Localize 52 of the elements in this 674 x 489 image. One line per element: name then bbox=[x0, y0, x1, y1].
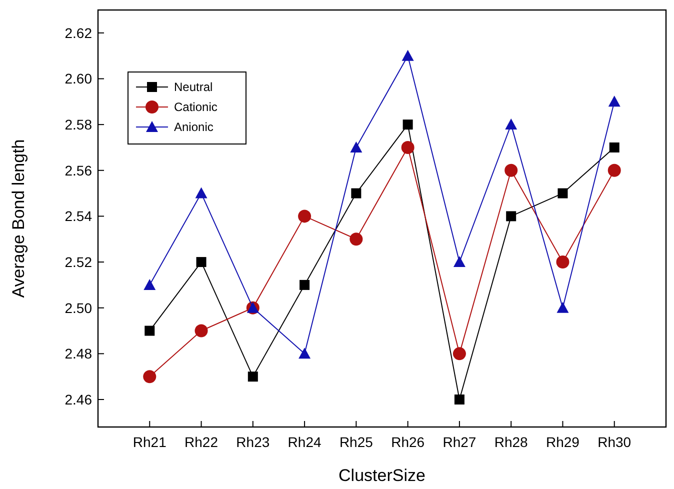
point bbox=[505, 118, 518, 130]
legend-label: Anionic bbox=[174, 120, 214, 134]
point bbox=[144, 278, 156, 290]
point bbox=[402, 50, 414, 61]
y-tick-label: 2.56 bbox=[64, 162, 92, 178]
x-tick-label: Rh28 bbox=[494, 434, 528, 450]
point bbox=[401, 140, 414, 154]
y-tick-label: 2.46 bbox=[64, 391, 92, 408]
point bbox=[608, 164, 621, 177]
point bbox=[351, 188, 362, 198]
point bbox=[609, 142, 620, 152]
point bbox=[504, 164, 518, 177]
x-tick-label: Rh30 bbox=[598, 434, 632, 450]
point bbox=[608, 96, 620, 107]
point bbox=[402, 120, 413, 130]
x-axis-title: ClusterSize bbox=[338, 466, 426, 485]
y-tick-label: 2.60 bbox=[64, 70, 92, 87]
point bbox=[195, 187, 208, 198]
x-tick-label: Rh24 bbox=[288, 434, 322, 450]
point bbox=[248, 372, 258, 382]
y-tick-label: 2.52 bbox=[64, 254, 92, 270]
y-tick-label: 2.48 bbox=[64, 346, 92, 362]
x-tick-label: Rh26 bbox=[391, 434, 425, 450]
x-tick-label: Rh21 bbox=[132, 434, 167, 450]
point bbox=[454, 394, 464, 405]
point bbox=[300, 280, 310, 290]
point bbox=[556, 302, 569, 313]
x-tick-label: Rh23 bbox=[236, 434, 270, 450]
point bbox=[453, 256, 466, 268]
legend-label: Cationic bbox=[174, 100, 218, 114]
y-axis-title: Average Bond length bbox=[9, 139, 28, 298]
point bbox=[298, 210, 312, 223]
y-tick-label: 2.50 bbox=[64, 300, 92, 316]
point bbox=[558, 188, 568, 198]
legend-label: Neutral bbox=[174, 80, 213, 94]
x-tick-label: Rh22 bbox=[184, 434, 218, 450]
y-tick-label: 2.58 bbox=[64, 116, 92, 132]
point bbox=[196, 257, 206, 268]
y-tick-label: 2.62 bbox=[64, 24, 92, 41]
point bbox=[298, 348, 311, 359]
point bbox=[350, 141, 362, 152]
x-tick-label: Rh29 bbox=[546, 434, 580, 450]
point bbox=[452, 347, 466, 360]
y-tick-label: 2.54 bbox=[64, 208, 92, 224]
point bbox=[506, 211, 516, 222]
x-tick-label: Rh27 bbox=[442, 434, 476, 450]
point bbox=[556, 256, 570, 269]
point bbox=[194, 324, 208, 338]
point bbox=[144, 326, 155, 336]
point bbox=[350, 232, 363, 246]
x-tick-label: Rh25 bbox=[339, 434, 374, 450]
point bbox=[143, 370, 156, 384]
